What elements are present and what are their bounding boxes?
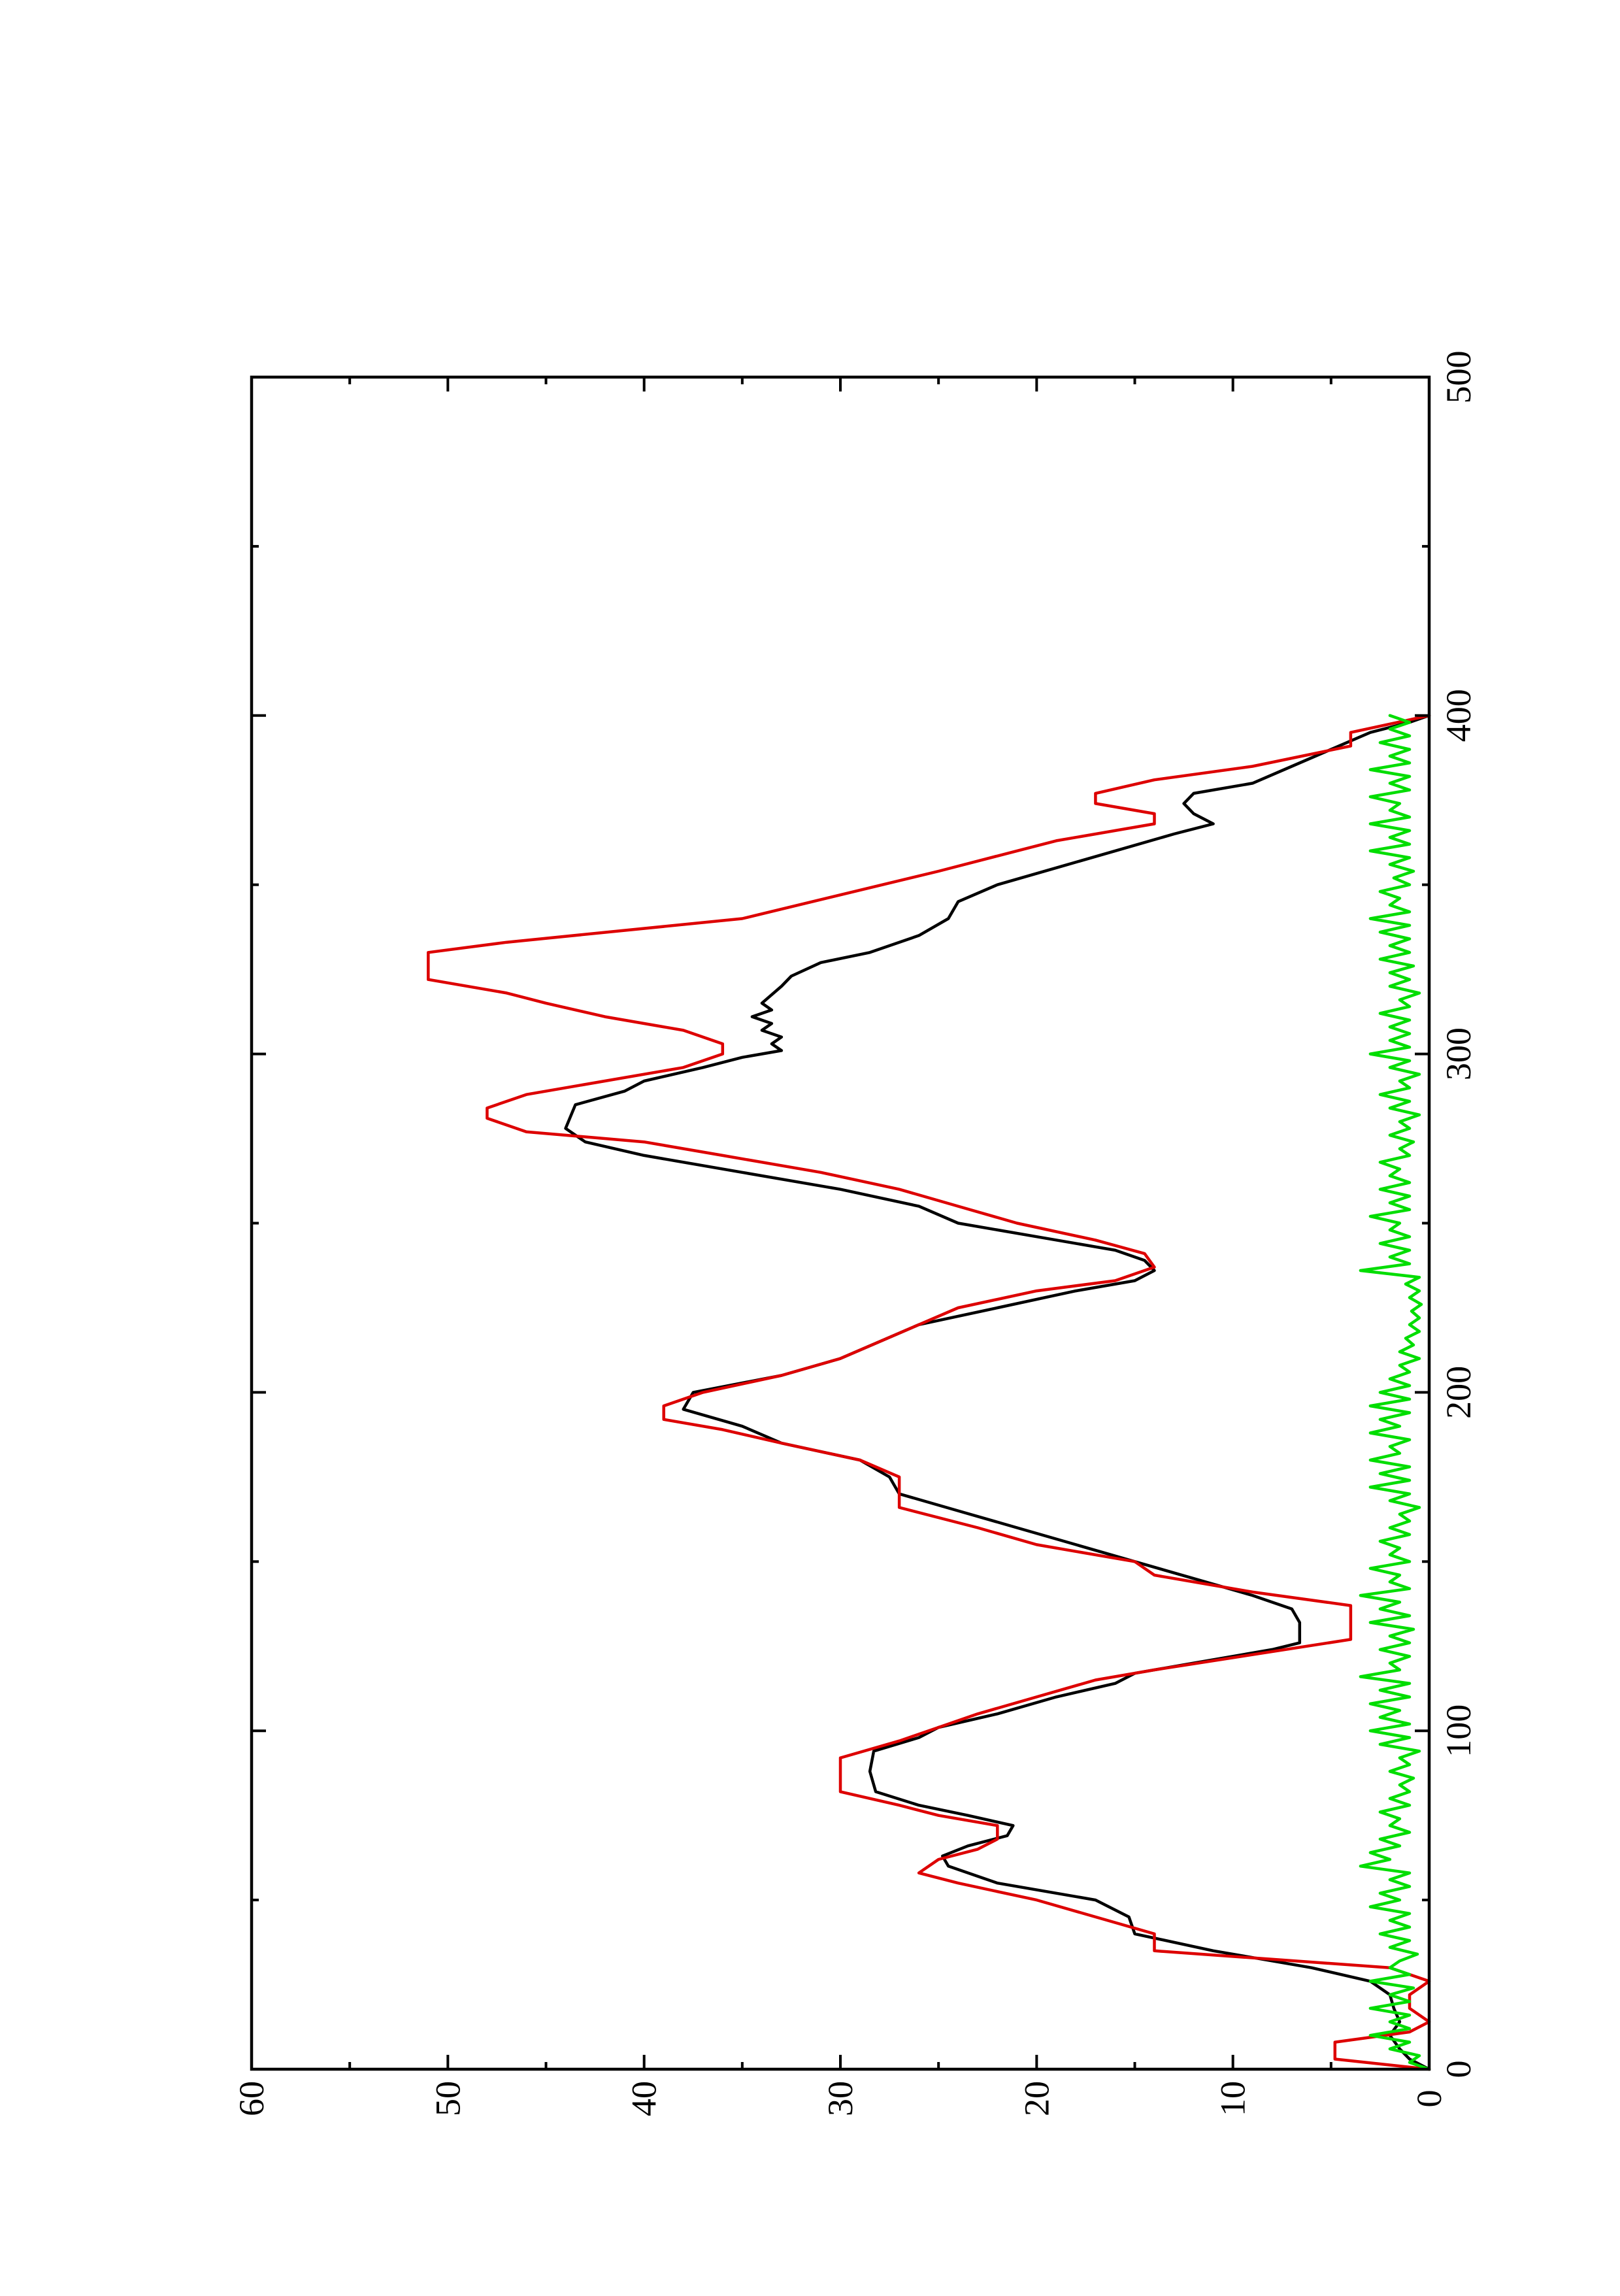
plot-frame bbox=[250, 375, 1431, 2071]
series-line-3 bbox=[1359, 714, 1431, 2071]
y-tick-label: 60 bbox=[232, 2081, 271, 2116]
x-tick-label: 300 bbox=[1439, 1027, 1478, 1080]
y-tick-label: 10 bbox=[1214, 2081, 1253, 2116]
x-tick-label: 0 bbox=[1439, 2061, 1478, 2078]
y-tick-label: 30 bbox=[821, 2081, 860, 2116]
y-tick-label: 40 bbox=[625, 2081, 664, 2116]
series-line-2 bbox=[427, 714, 1431, 2071]
series-layer bbox=[427, 714, 1431, 2071]
x-tick-label: 200 bbox=[1439, 1366, 1478, 1419]
y-tick-label: 50 bbox=[428, 2081, 467, 2116]
y-tick-label: 20 bbox=[1017, 2081, 1056, 2116]
x-tick-label: 100 bbox=[1439, 1705, 1478, 1757]
x-tick-label: 500 bbox=[1439, 351, 1478, 404]
label-layer: 0 100 200 300 400 500 0 10 20 30 40 50 60 bbox=[232, 351, 1478, 2117]
x-tick-label: 400 bbox=[1439, 689, 1478, 742]
y-tick-label: 0 bbox=[1410, 2090, 1449, 2108]
